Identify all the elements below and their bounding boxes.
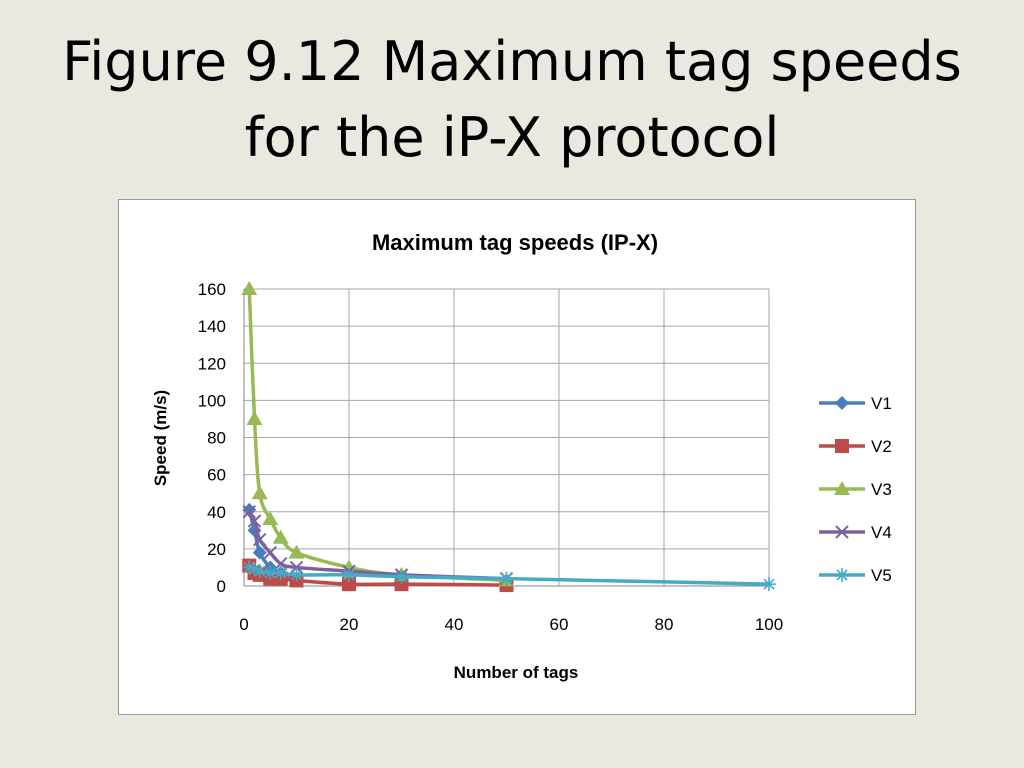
data-point [342, 567, 356, 582]
data-point [273, 566, 288, 581]
data-point [252, 545, 267, 560]
legend-label: V4 [871, 523, 892, 542]
legend: V1 V2 V3 V4 V5 [819, 394, 892, 585]
data-point [272, 529, 289, 544]
x-tick-label: 60 [550, 615, 569, 634]
legend-marker [835, 396, 849, 410]
data-point [289, 567, 304, 582]
data-point [242, 502, 257, 517]
slide-title-line1: Figure 9.12 Maximum tag speeds [62, 30, 962, 93]
x-tick-label: 0 [239, 615, 248, 634]
data-point [247, 562, 262, 577]
chart-title: Maximum tag speeds (IP-X) [372, 230, 658, 255]
data-point [253, 532, 267, 547]
legend-marker [835, 568, 849, 582]
y-tick-label: 20 [207, 540, 226, 559]
slide-title-line2: for the iP-X protocol [244, 106, 780, 169]
data-point [263, 566, 278, 581]
data-point [394, 569, 409, 584]
grid [243, 288, 770, 587]
chart-frame: Maximum tag speeds (IP-X) 0 20 40 60 80 100 12… [118, 199, 916, 715]
legend-label: V5 [871, 566, 892, 585]
y-tick-label: 120 [198, 354, 226, 373]
legend-label: V1 [871, 394, 892, 413]
data-point [762, 577, 776, 592]
legend-marker [835, 525, 849, 539]
y-tick-label: 60 [207, 466, 226, 485]
data-point [252, 564, 267, 579]
data-point [342, 577, 356, 592]
series-group [241, 281, 776, 593]
x-tick-label: 100 [755, 615, 783, 634]
slide-title: Figure 9.12 Maximum tag speeds for the i… [0, 24, 1024, 176]
y-tick-label: 100 [198, 391, 226, 410]
legend-label: V3 [871, 480, 892, 499]
line-chart: Maximum tag speeds (IP-X) 0 20 40 60 80 100 12… [151, 230, 892, 682]
y-tick-label: 0 [217, 577, 226, 596]
series-v5 [242, 560, 776, 592]
y-tick-label: 80 [207, 429, 226, 448]
data-point [288, 544, 305, 559]
y-tick-label: 40 [207, 503, 226, 522]
y-tick-label: 160 [198, 280, 226, 299]
data-point [499, 571, 514, 586]
data-point [247, 514, 262, 528]
data-point [242, 560, 257, 575]
legend-marker [834, 481, 850, 495]
x-axis-title: Number of tags [454, 663, 579, 682]
series-v3 [241, 281, 515, 587]
data-point [263, 545, 277, 560]
x-tick-label: 80 [655, 615, 674, 634]
legend-label: V2 [871, 437, 892, 456]
series-line [247, 288, 507, 583]
data-point [246, 410, 263, 425]
data-point [274, 557, 288, 571]
x-tick-label: 20 [340, 615, 359, 634]
data-point [241, 281, 258, 295]
legend-marker [835, 439, 849, 453]
y-axis-title: Speed (m/s) [151, 390, 170, 486]
x-tick-label: 40 [445, 615, 464, 634]
y-tick-label: 140 [198, 317, 226, 336]
data-point [262, 511, 279, 526]
data-point [251, 485, 268, 500]
data-point [242, 505, 256, 519]
